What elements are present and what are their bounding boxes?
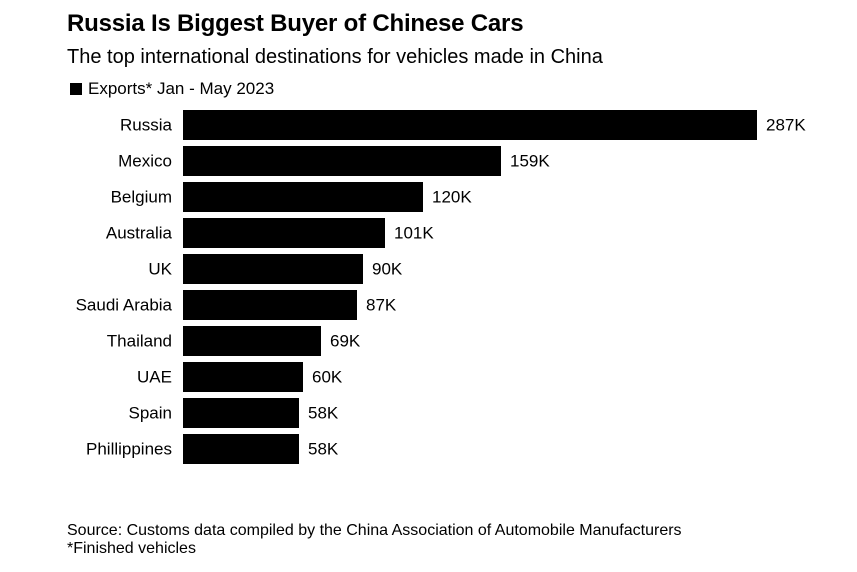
value-label: 60K — [312, 368, 343, 387]
value-label: 287K — [766, 116, 806, 135]
value-label: 58K — [308, 404, 339, 423]
chart-legend: Exports* Jan - May 2023 — [70, 79, 274, 99]
value-label: 120K — [432, 188, 472, 207]
value-label: 69K — [330, 332, 361, 351]
chart-subtitle: The top international destinations for v… — [67, 46, 603, 68]
value-label: 101K — [394, 224, 434, 243]
value-label: 87K — [366, 296, 397, 315]
bar — [183, 254, 363, 284]
category-label: Spain — [129, 404, 172, 423]
source-note: Source: Customs data compiled by the Chi… — [67, 522, 682, 539]
category-label: Belgium — [111, 188, 172, 207]
category-label: Phillippines — [86, 440, 172, 459]
footnote: *Finished vehicles — [67, 540, 196, 557]
category-label: Thailand — [107, 332, 172, 351]
bar — [183, 398, 299, 428]
bar — [183, 434, 299, 464]
value-label: 159K — [510, 152, 550, 171]
category-label: Australia — [106, 224, 173, 243]
legend-swatch — [70, 83, 82, 95]
legend-label: Exports* Jan - May 2023 — [88, 79, 275, 98]
bar — [183, 218, 385, 248]
category-label: Russia — [120, 116, 173, 135]
bar — [183, 362, 303, 392]
bar-chart: Russia 287K Mexico 159K Belgium 120K Australia… — [76, 110, 806, 464]
category-label: Saudi Arabia — [76, 296, 173, 315]
chart-title: Russia Is Biggest Buyer of Chinese Cars — [67, 10, 524, 37]
bar — [183, 182, 423, 212]
bar — [183, 326, 321, 356]
value-label: 58K — [308, 440, 339, 459]
bar — [183, 110, 757, 140]
category-label: Mexico — [118, 152, 172, 171]
category-label: UK — [148, 260, 172, 279]
chart-footer: Source: Customs data compiled by the Chi… — [67, 522, 682, 558]
bar — [183, 146, 501, 176]
value-label: 90K — [372, 260, 403, 279]
category-label: UAE — [137, 368, 172, 387]
bar — [183, 290, 357, 320]
